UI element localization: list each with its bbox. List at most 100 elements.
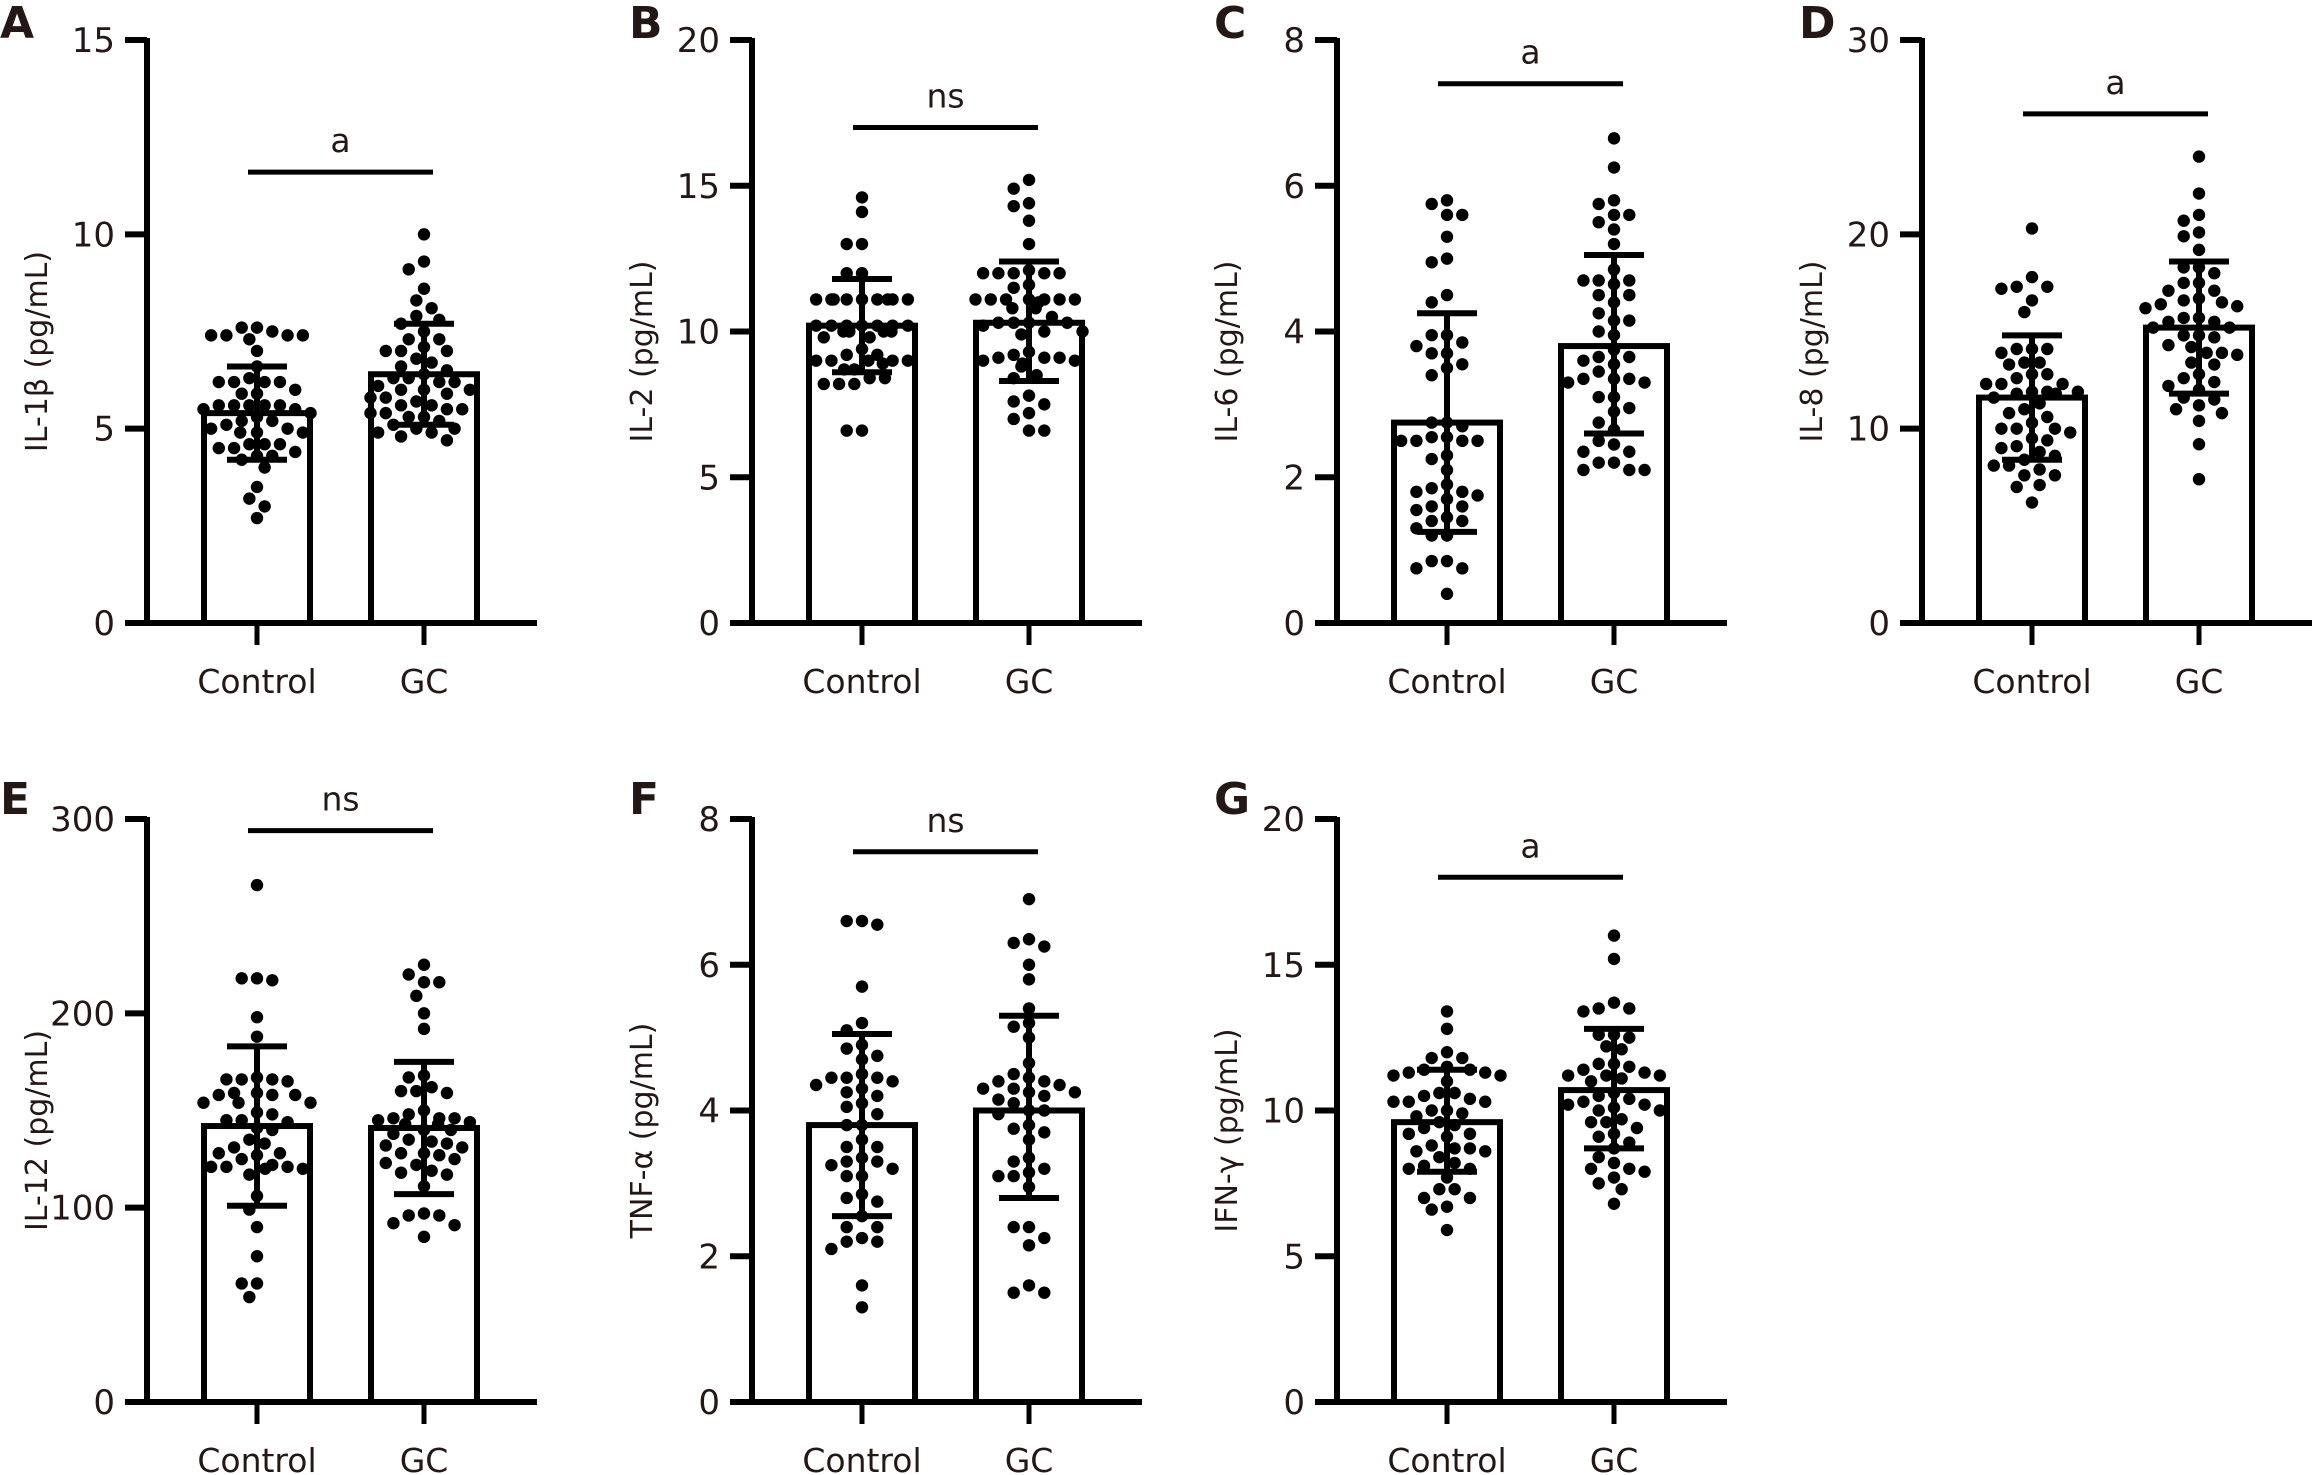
- data-point-gc: [1593, 274, 1605, 286]
- data-point-control: [2003, 358, 2015, 370]
- data-point-control: [197, 1097, 209, 1109]
- data-point-control: [2026, 294, 2038, 306]
- data-point-control: [1988, 459, 2000, 471]
- data-point-control: [1426, 1052, 1438, 1064]
- data-point-control: [251, 481, 263, 493]
- data-point-control: [856, 1301, 868, 1313]
- data-point-control: [2026, 222, 2038, 234]
- data-point-control: [1471, 435, 1483, 447]
- data-point-gc: [2193, 438, 2205, 450]
- data-point-gc: [1593, 351, 1605, 363]
- y-tick-label: 10: [1847, 410, 1890, 450]
- data-point-gc: [425, 1135, 437, 1147]
- data-point-control: [251, 972, 263, 984]
- data-point-gc: [364, 407, 376, 419]
- y-tick-label: 4: [698, 1092, 720, 1132]
- data-point-control: [877, 357, 889, 369]
- data-point-control: [1441, 231, 1453, 243]
- data-point-gc: [1023, 933, 1035, 945]
- x-tick-label: GC: [400, 662, 449, 701]
- data-point-gc: [1008, 413, 1020, 425]
- data-point-gc: [1038, 267, 1050, 279]
- data-point-gc: [1638, 1098, 1650, 1110]
- panel-letter: F: [629, 774, 659, 825]
- data-point-control: [220, 1073, 232, 1085]
- data-point-control: [1464, 1192, 1476, 1204]
- data-point-control: [1441, 555, 1453, 567]
- significance-label: a: [1520, 826, 1540, 865]
- data-point-control: [810, 1079, 822, 1091]
- data-point-control: [886, 1163, 898, 1175]
- y-axis-title: IFN-γ (pg/mL): [1210, 1028, 1245, 1232]
- data-point-control: [1980, 378, 1992, 390]
- data-point-control: [1464, 1093, 1476, 1105]
- data-point-gc: [1577, 274, 1589, 286]
- data-point-control: [2033, 397, 2045, 409]
- data-point-control: [882, 293, 894, 305]
- data-point-control: [1426, 256, 1438, 268]
- data-point-gc: [1593, 1177, 1605, 1189]
- data-point-control: [2011, 343, 2023, 355]
- data-point-control: [2026, 496, 2038, 508]
- data-point-gc: [1008, 267, 1020, 279]
- data-point-control: [871, 1108, 883, 1120]
- data-point-control: [251, 879, 263, 891]
- data-point-control: [2011, 481, 2023, 493]
- data-point-gc: [464, 1116, 476, 1128]
- data-point-gc: [2193, 415, 2205, 427]
- y-axis-title: IL-8 (pg/mL): [1795, 260, 1830, 442]
- data-point-gc: [403, 1071, 415, 1083]
- panel-letter: B: [629, 0, 663, 49]
- data-point-control: [1988, 391, 2000, 403]
- data-point-gc: [1038, 1075, 1050, 1087]
- data-point-gc: [2162, 316, 2174, 328]
- data-point-control: [1456, 486, 1468, 498]
- data-point-gc: [387, 1128, 399, 1140]
- significance-label: ns: [321, 780, 359, 819]
- panel-letter: E: [0, 774, 30, 825]
- data-point-gc: [399, 1118, 411, 1130]
- data-point-gc: [1562, 376, 1574, 388]
- data-point-gc: [418, 1207, 430, 1219]
- data-point-control: [259, 1163, 271, 1175]
- significance-label: ns: [926, 76, 964, 115]
- data-point-gc: [1638, 376, 1650, 388]
- data-point-gc: [1593, 1151, 1605, 1163]
- data-point-control: [251, 512, 263, 524]
- data-point-gc: [464, 384, 476, 396]
- data-point-gc: [1577, 446, 1589, 458]
- data-point-control: [2033, 463, 2045, 475]
- data-point-control: [810, 319, 822, 331]
- data-point-gc: [1562, 1098, 1574, 1110]
- data-point-control: [871, 1155, 883, 1167]
- y-axis-title: IL-1β (pg/mL): [20, 251, 55, 452]
- data-point-gc: [425, 426, 437, 438]
- data-point-control: [205, 1161, 217, 1173]
- data-point-gc: [1623, 1093, 1635, 1105]
- y-tick-label: 20: [1262, 800, 1305, 840]
- data-point-gc: [1038, 398, 1050, 410]
- data-point-gc: [1608, 223, 1620, 235]
- data-point-control: [1441, 194, 1453, 206]
- data-point-gc: [1608, 194, 1620, 206]
- data-point-gc: [380, 407, 392, 419]
- data-point-gc: [1638, 1066, 1650, 1078]
- data-point-control: [251, 1030, 263, 1042]
- data-point-gc: [410, 294, 422, 306]
- data-point-gc: [1008, 1068, 1020, 1080]
- data-point-control: [1410, 435, 1422, 447]
- data-point-gc: [1623, 464, 1635, 476]
- data-point-gc: [403, 333, 415, 345]
- data-point-control: [251, 1221, 263, 1233]
- data-point-control: [1410, 1110, 1422, 1122]
- data-point-control: [243, 399, 255, 411]
- data-point-control: [266, 1124, 278, 1136]
- data-point-control: [1464, 1142, 1476, 1154]
- data-point-gc: [1593, 1090, 1605, 1102]
- data-point-control: [1441, 1224, 1453, 1236]
- data-point-gc: [410, 395, 422, 407]
- data-point-control: [856, 915, 868, 927]
- data-point-gc: [441, 1137, 453, 1149]
- data-point-gc: [1015, 360, 1027, 372]
- y-tick-label: 2: [698, 1237, 720, 1277]
